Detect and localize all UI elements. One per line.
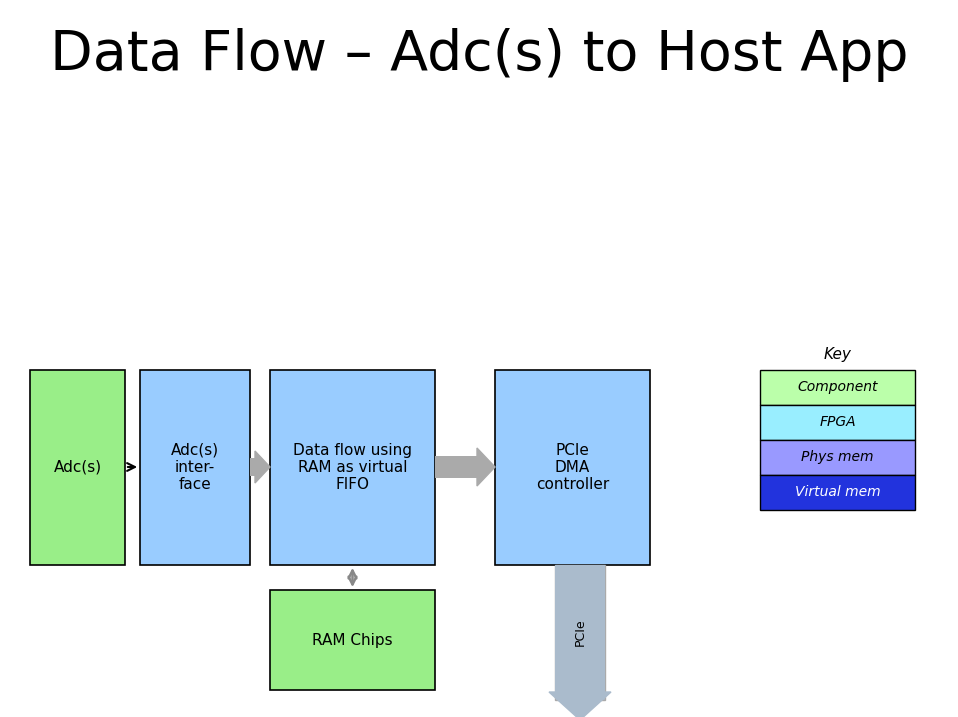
Bar bbox=[270, 590, 435, 690]
Text: Adc(s)
inter-
face: Adc(s) inter- face bbox=[171, 442, 219, 493]
Bar bbox=[140, 370, 250, 565]
Text: Data flow using
RAM as virtual
FIFO: Data flow using RAM as virtual FIFO bbox=[293, 442, 412, 493]
Text: Adc(s): Adc(s) bbox=[54, 460, 102, 475]
Polygon shape bbox=[477, 448, 495, 486]
Bar bbox=[760, 370, 915, 405]
Polygon shape bbox=[255, 451, 270, 483]
Text: PCIe
DMA
controller: PCIe DMA controller bbox=[536, 442, 609, 493]
Bar bbox=[270, 370, 435, 565]
Bar bbox=[760, 475, 915, 510]
Bar bbox=[495, 370, 650, 565]
Text: RAM Chips: RAM Chips bbox=[312, 632, 393, 647]
Bar bbox=[435, 456, 477, 478]
Text: Virtual mem: Virtual mem bbox=[795, 485, 880, 500]
Bar bbox=[30, 370, 125, 565]
Text: Component: Component bbox=[797, 381, 878, 394]
Bar bbox=[760, 440, 915, 475]
Bar bbox=[555, 565, 605, 692]
Text: Data Flow – Adc(s) to Host App: Data Flow – Adc(s) to Host App bbox=[50, 28, 908, 82]
Bar bbox=[555, 565, 605, 700]
Text: PCIe: PCIe bbox=[574, 619, 586, 646]
Text: FPGA: FPGA bbox=[819, 415, 855, 429]
Text: Key: Key bbox=[824, 348, 852, 363]
Polygon shape bbox=[549, 692, 611, 717]
Text: Phys mem: Phys mem bbox=[801, 450, 874, 465]
Bar bbox=[760, 405, 915, 440]
Bar bbox=[250, 458, 255, 476]
